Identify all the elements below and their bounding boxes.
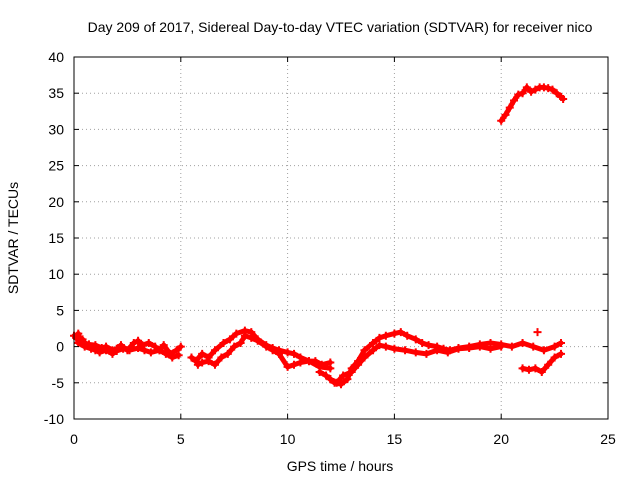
y-axis-label: SDTVAR / TECUs: [5, 182, 21, 294]
grid: [74, 57, 608, 419]
x-tick-label: 15: [387, 431, 403, 447]
x-tick-label: 10: [280, 431, 296, 447]
y-tick-label: 40: [48, 49, 64, 65]
data-point: [557, 349, 566, 358]
data-point: [533, 328, 542, 337]
data-points: [70, 83, 568, 389]
y-tick-label: -10: [44, 411, 64, 427]
y-tick-label: 5: [56, 302, 64, 318]
x-tick-label: 25: [600, 431, 616, 447]
data-point: [497, 342, 506, 351]
axis-ticks: [73, 56, 609, 420]
y-tick-label: 25: [48, 158, 64, 174]
y-tick-label: -5: [52, 375, 65, 391]
x-tick-label: 20: [493, 431, 509, 447]
data-point: [559, 94, 568, 103]
y-tick-label: 0: [56, 339, 64, 355]
data-trace: [276, 351, 291, 370]
x-axis-label: GPS time / hours: [287, 458, 394, 474]
data-point: [326, 364, 335, 373]
x-tick-label: 0: [70, 431, 78, 447]
y-tick-label: 15: [48, 230, 64, 246]
y-tick-label: 20: [48, 194, 64, 210]
chart-title: Day 209 of 2017, Sidereal Day-to-day VTE…: [88, 19, 593, 35]
y-tick-label: 10: [48, 266, 64, 282]
data-point: [174, 351, 183, 360]
x-tick-label: 5: [177, 431, 185, 447]
data-point: [176, 342, 185, 351]
y-tick-label: 35: [48, 85, 64, 101]
data-point: [557, 338, 566, 347]
y-tick-label: 30: [48, 121, 64, 137]
tick-labels: 0 5 10 15 20 25 -10 -5 0 5 10 15 20 25 30 35 40: [44, 49, 616, 447]
